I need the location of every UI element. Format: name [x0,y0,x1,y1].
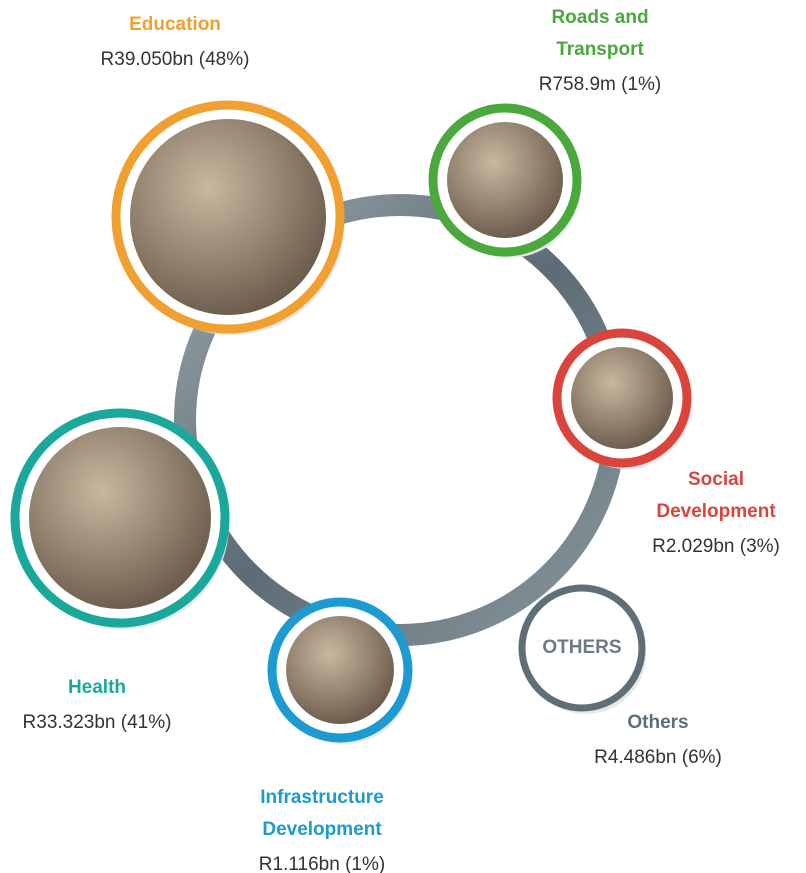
node-badge: OTHERS [542,637,621,658]
node-amount: R1.116bn (1%) [259,854,385,873]
node-photo [571,347,673,449]
node-title: Social [688,469,744,490]
node-photo [286,616,394,724]
node-title: Development [656,501,776,522]
infographic: Education R39.050bn (48%) Roads and Transpo… [0,0,806,873]
node-title: Education [129,14,221,35]
node-photo [29,427,211,609]
node-amount: R4.486bn (6%) [594,747,722,768]
node-title: Transport [556,39,644,60]
nodes: Education R39.050bn (48%) Roads and Transpo… [15,7,780,873]
node-title: Infrastructure [260,787,384,808]
node-amount: R33.323bn (41%) [23,712,172,733]
node-title: Development [262,819,382,840]
node-title: Others [627,712,688,733]
node-title: Health [68,677,126,698]
node-amount: R758.9m (1%) [539,74,662,95]
node-amount: R39.050bn (48%) [101,49,250,70]
node-amount: R2.029bn (3%) [652,536,780,557]
node-photo [130,119,326,315]
node-photo [447,122,563,238]
node-title: Roads and [551,7,648,28]
